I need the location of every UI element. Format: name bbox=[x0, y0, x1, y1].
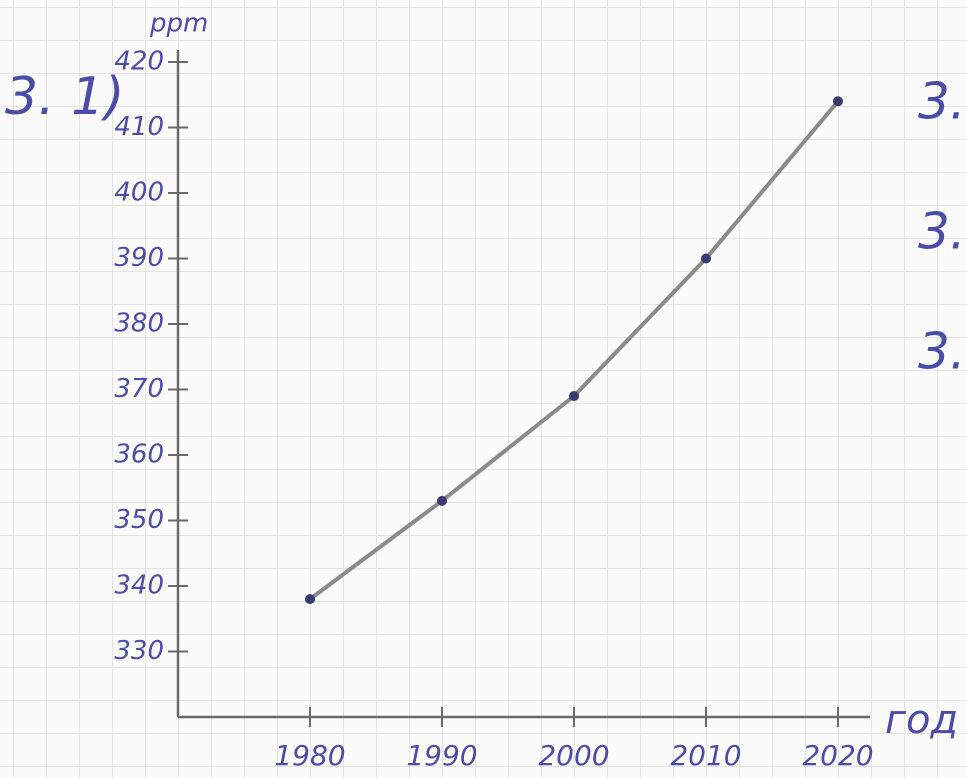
point bbox=[833, 96, 843, 107]
point bbox=[437, 495, 447, 506]
x-tick-label: 2020 bbox=[802, 739, 873, 772]
annotation: 3. bbox=[918, 73, 966, 131]
y-tick-label: 370 bbox=[114, 374, 164, 404]
x-axis-label: год bbox=[885, 697, 958, 743]
x-tick-label: 1990 bbox=[406, 739, 477, 772]
y-tick-label: 360 bbox=[114, 440, 164, 470]
point bbox=[701, 253, 711, 264]
y-tick-label: 410 bbox=[114, 112, 164, 142]
x-tick-label: 2010 bbox=[670, 739, 741, 772]
y-axis-label: ppm bbox=[149, 9, 208, 39]
x-tick-label: 2000 bbox=[538, 739, 609, 772]
line bbox=[308, 100, 840, 601]
point bbox=[305, 594, 315, 605]
y-tick-label: 400 bbox=[114, 178, 164, 208]
y-tick-label: 340 bbox=[114, 571, 164, 601]
annotation: 3. bbox=[918, 323, 966, 381]
annotation: 3. 1) bbox=[5, 67, 125, 127]
point bbox=[569, 391, 579, 402]
y-tick-label: 330 bbox=[114, 636, 164, 666]
x-tick-label: 1980 bbox=[274, 739, 345, 772]
y-tick-label: 380 bbox=[114, 309, 164, 339]
y-tick-label: 350 bbox=[114, 505, 164, 535]
annotation: 3. bbox=[918, 203, 966, 261]
y-tick-label: 390 bbox=[114, 243, 164, 273]
y-tick-label: 420 bbox=[114, 47, 164, 77]
